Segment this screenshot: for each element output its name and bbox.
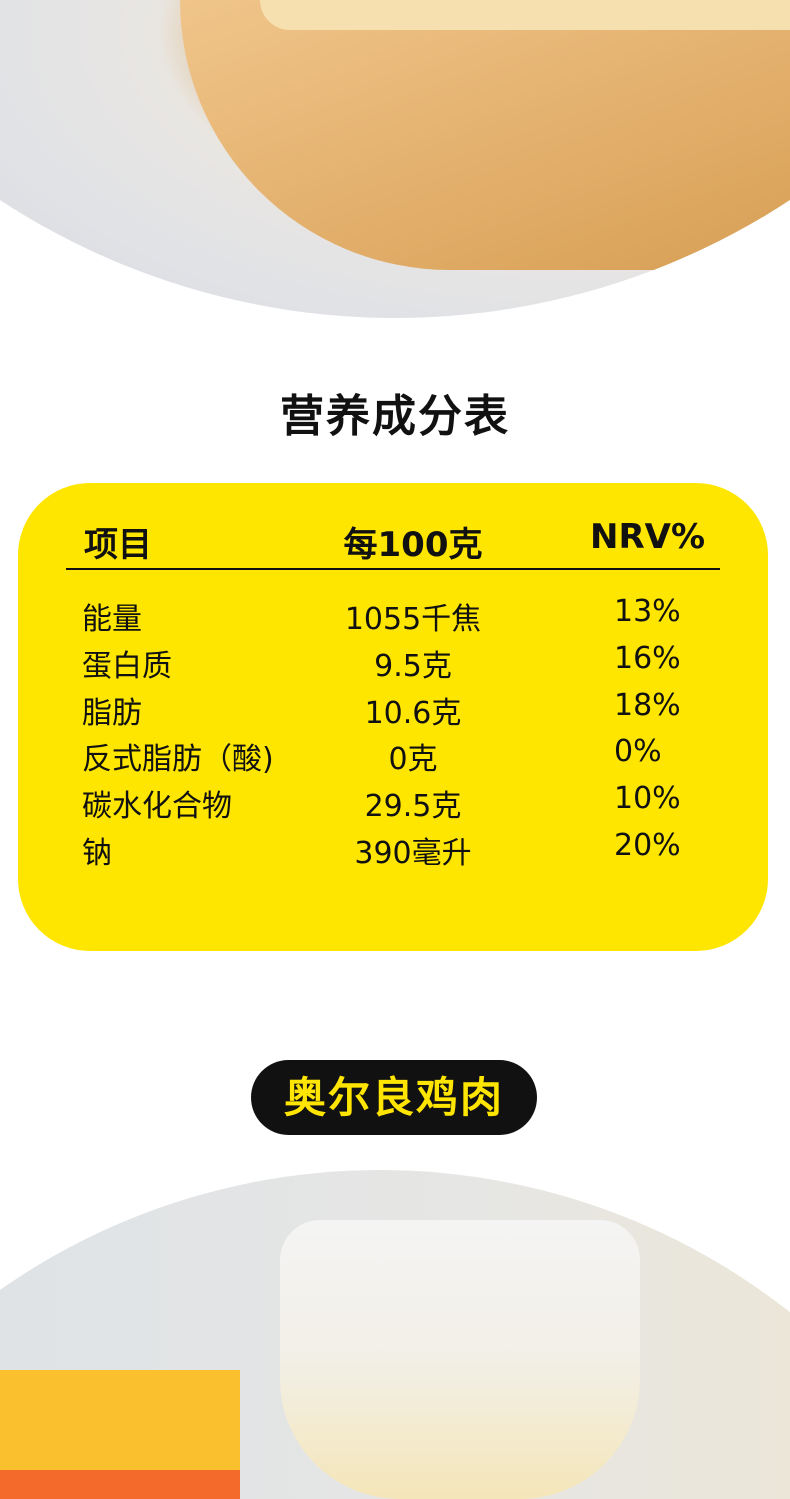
nutrient-nrv: 10%: [614, 781, 681, 816]
wooden-board: [180, 0, 790, 270]
nutrient-nrv: 18%: [614, 688, 681, 723]
table-row: 反式脂肪（酸) 0克 0%: [0, 734, 790, 781]
nutrient-amount: 1055千焦: [344, 602, 482, 637]
nutrient-amount: 29.5克: [364, 789, 462, 824]
nutrient-amount: 10.6克: [364, 696, 462, 731]
nutrient-nrv: 20%: [614, 828, 681, 863]
table-row: 能量 1055千焦 13%: [0, 594, 790, 641]
nutrient-name: 能量: [82, 602, 142, 637]
nutrient-nrv: 13%: [614, 594, 681, 629]
bread: [260, 0, 790, 30]
header-per-100g: 每100克: [343, 525, 483, 565]
table-row: 脂肪 10.6克 18%: [0, 688, 790, 735]
nutrient-amount: 9.5克: [374, 649, 452, 684]
header-divider: [66, 568, 720, 570]
nutrient-name: 蛋白质: [82, 649, 172, 684]
nutrient-name: 脂肪: [82, 696, 142, 731]
flavor-badge: 奥尔良鸡肉: [251, 1060, 537, 1135]
nutrient-nrv: 0%: [614, 734, 662, 769]
header-item: 项目: [84, 525, 152, 565]
nutrient-amount: 390毫升: [354, 836, 472, 871]
nutrition-title: 营养成分表: [280, 391, 510, 442]
nutrient-name: 钠: [82, 836, 112, 871]
nutrient-amount: 0克: [388, 742, 438, 777]
product-box-base: [0, 1470, 240, 1499]
header-nrv: NRV%: [590, 517, 706, 557]
table-row: 碳水化合物 29.5克 10%: [0, 781, 790, 828]
product-photo-top: [0, 0, 790, 318]
product-box: [0, 1370, 240, 1470]
product-photo-bottom: [0, 1170, 790, 1499]
milk-glass: [280, 1220, 640, 1499]
nutrient-name: 反式脂肪（酸): [82, 742, 274, 777]
table-row: 钠 390毫升 20%: [0, 828, 790, 875]
nutrient-nrv: 16%: [614, 641, 681, 676]
table-row: 蛋白质 9.5克 16%: [0, 641, 790, 688]
nutrition-table-panel: [18, 483, 768, 951]
nutrient-name: 碳水化合物: [82, 789, 232, 824]
